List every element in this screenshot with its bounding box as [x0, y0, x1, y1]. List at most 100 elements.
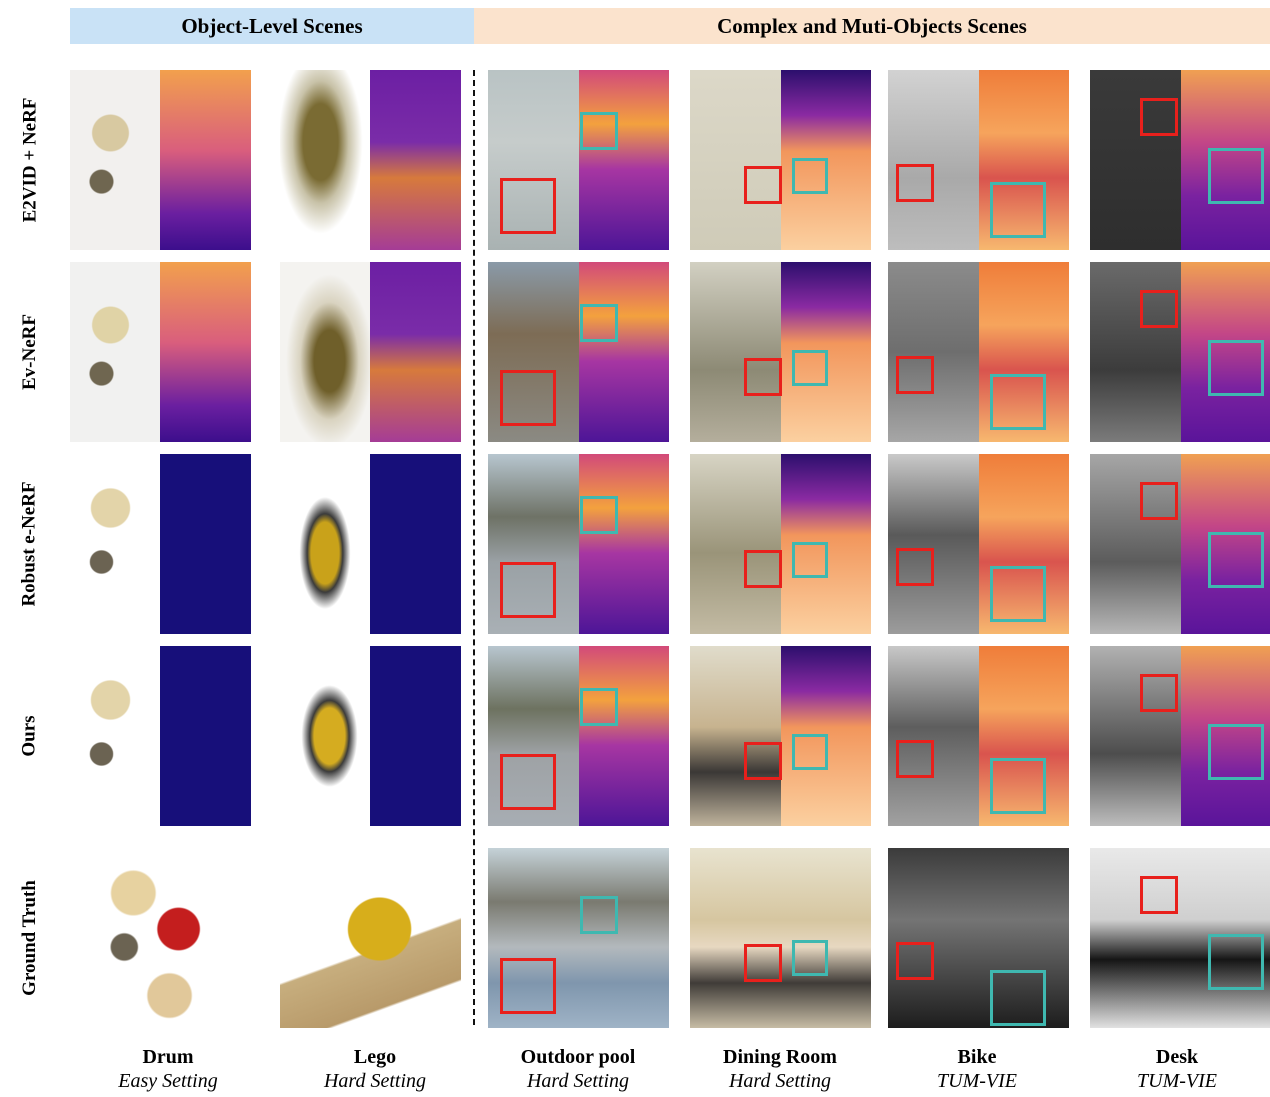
- panel-ev-nerf-dining-room: [690, 262, 871, 442]
- panel-robust-e-nerf-desk: [1090, 454, 1270, 634]
- panel-ours-drum: [70, 646, 251, 826]
- highlight-box-red: [500, 562, 556, 618]
- highlight-box-red: [744, 358, 782, 396]
- caption-bike: Bike TUM-VIE: [937, 1046, 1017, 1092]
- rendered-rgb-half: [280, 70, 370, 250]
- panel-ground-truth-desk: [1090, 848, 1270, 1028]
- highlight-box-red: [896, 942, 934, 980]
- panel-e2vid-lego: [280, 70, 461, 250]
- highlight-box-teal: [990, 374, 1046, 430]
- depth-map-half: [1181, 70, 1270, 250]
- ground-truth-image: [70, 848, 251, 1028]
- panel-ev-nerf-lego: [280, 262, 461, 442]
- highlight-box-red: [500, 754, 556, 810]
- rendered-rgb-half: [70, 262, 160, 442]
- row-label-robust-e-nerf: Robust e-NeRF: [19, 481, 41, 607]
- rendered-rgb-half: [888, 262, 979, 442]
- depth-map-half: [1181, 262, 1270, 442]
- depth-map-half: [370, 454, 461, 634]
- rendered-rgb-half: [1090, 70, 1181, 250]
- highlight-box-teal: [792, 350, 828, 386]
- highlight-box-red: [896, 740, 934, 778]
- panel-ours-bike: [888, 646, 1069, 826]
- depth-map-half: [979, 262, 1069, 442]
- rendered-rgb-half: [888, 70, 979, 250]
- row-label-ground-truth: Ground Truth: [19, 880, 41, 996]
- depth-map-half: [579, 454, 669, 634]
- panel-ours-outdoor-pool: [488, 646, 669, 826]
- highlight-box-teal: [1208, 340, 1264, 396]
- highlight-box-teal: [580, 112, 618, 150]
- highlight-box-red: [1140, 98, 1178, 136]
- caption-drum: Drum Easy Setting: [118, 1046, 218, 1092]
- highlight-box-teal: [792, 734, 828, 770]
- highlight-box-red: [896, 356, 934, 394]
- highlight-box-red: [744, 944, 782, 982]
- panel-e2vid-drum: [70, 70, 251, 250]
- highlight-box-teal: [580, 304, 618, 342]
- rendered-rgb-half: [690, 262, 781, 442]
- ground-truth-image: [488, 848, 669, 1028]
- rendered-rgb-half: [280, 646, 370, 826]
- panel-ev-nerf-drum: [70, 262, 251, 442]
- rendered-rgb-half: [70, 70, 160, 250]
- rendered-rgb-half: [690, 646, 781, 826]
- object-level-header: Object-Level Scenes: [70, 8, 474, 44]
- depth-map-half: [979, 646, 1069, 826]
- depth-map-half: [579, 646, 669, 826]
- section-divider: [473, 70, 475, 1025]
- ground-truth-image: [280, 848, 461, 1028]
- rendered-rgb-half: [690, 454, 781, 634]
- highlight-box-red: [744, 550, 782, 588]
- depth-map-half: [979, 70, 1069, 250]
- highlight-box-teal: [792, 940, 828, 976]
- panel-ours-dining-room: [690, 646, 871, 826]
- highlight-box-red: [1140, 674, 1178, 712]
- rendered-rgb-half: [488, 454, 579, 634]
- complex-scenes-header: Complex and Muti-Objects Scenes: [474, 8, 1270, 44]
- caption-outdoor-pool: Outdoor pool Hard Setting: [520, 1046, 636, 1092]
- highlight-box-teal: [580, 688, 618, 726]
- highlight-box-red: [744, 166, 782, 204]
- panel-e2vid-bike: [888, 70, 1069, 250]
- panel-ours-lego: [280, 646, 461, 826]
- panel-robust-e-nerf-outdoor-pool: [488, 454, 669, 634]
- rendered-rgb-half: [690, 70, 781, 250]
- depth-map-half: [1181, 646, 1270, 826]
- highlight-box-teal: [792, 542, 828, 578]
- depth-map-half: [160, 646, 251, 826]
- highlight-box-teal: [1208, 148, 1264, 204]
- rendered-rgb-half: [70, 646, 160, 826]
- highlight-box-red: [1140, 482, 1178, 520]
- panel-robust-e-nerf-drum: [70, 454, 251, 634]
- highlight-box-teal: [580, 896, 618, 934]
- rendered-rgb-half: [70, 454, 160, 634]
- row-label-ours: Ours: [19, 715, 40, 757]
- highlight-box-red: [500, 370, 556, 426]
- rendered-rgb-half: [280, 454, 370, 634]
- panel-ground-truth-drum: [70, 848, 251, 1028]
- panel-robust-e-nerf-lego: [280, 454, 461, 634]
- ground-truth-image: [888, 848, 1069, 1028]
- panel-ev-nerf-desk: [1090, 262, 1270, 442]
- highlight-box-teal: [792, 158, 828, 194]
- rendered-rgb-half: [488, 70, 579, 250]
- rendered-rgb-half: [488, 262, 579, 442]
- rendered-rgb-half: [888, 646, 979, 826]
- panel-e2vid-dining-room: [690, 70, 871, 250]
- depth-map-half: [1181, 454, 1270, 634]
- depth-map-half: [160, 70, 251, 250]
- rendered-rgb-half: [888, 454, 979, 634]
- highlight-box-red: [1140, 876, 1178, 914]
- highlight-box-teal: [580, 496, 618, 534]
- caption-lego: Lego Hard Setting: [323, 1046, 427, 1092]
- highlight-box-red: [500, 958, 556, 1014]
- highlight-box-red: [1140, 290, 1178, 328]
- panel-e2vid-outdoor-pool: [488, 70, 669, 250]
- panel-robust-e-nerf-bike: [888, 454, 1069, 634]
- panel-ground-truth-outdoor-pool: [488, 848, 669, 1028]
- highlight-box-red: [896, 548, 934, 586]
- row-label-ev-nerf: Ev-NeRF: [19, 314, 41, 390]
- caption-desk: Desk TUM-VIE: [1137, 1046, 1217, 1092]
- panel-ev-nerf-bike: [888, 262, 1069, 442]
